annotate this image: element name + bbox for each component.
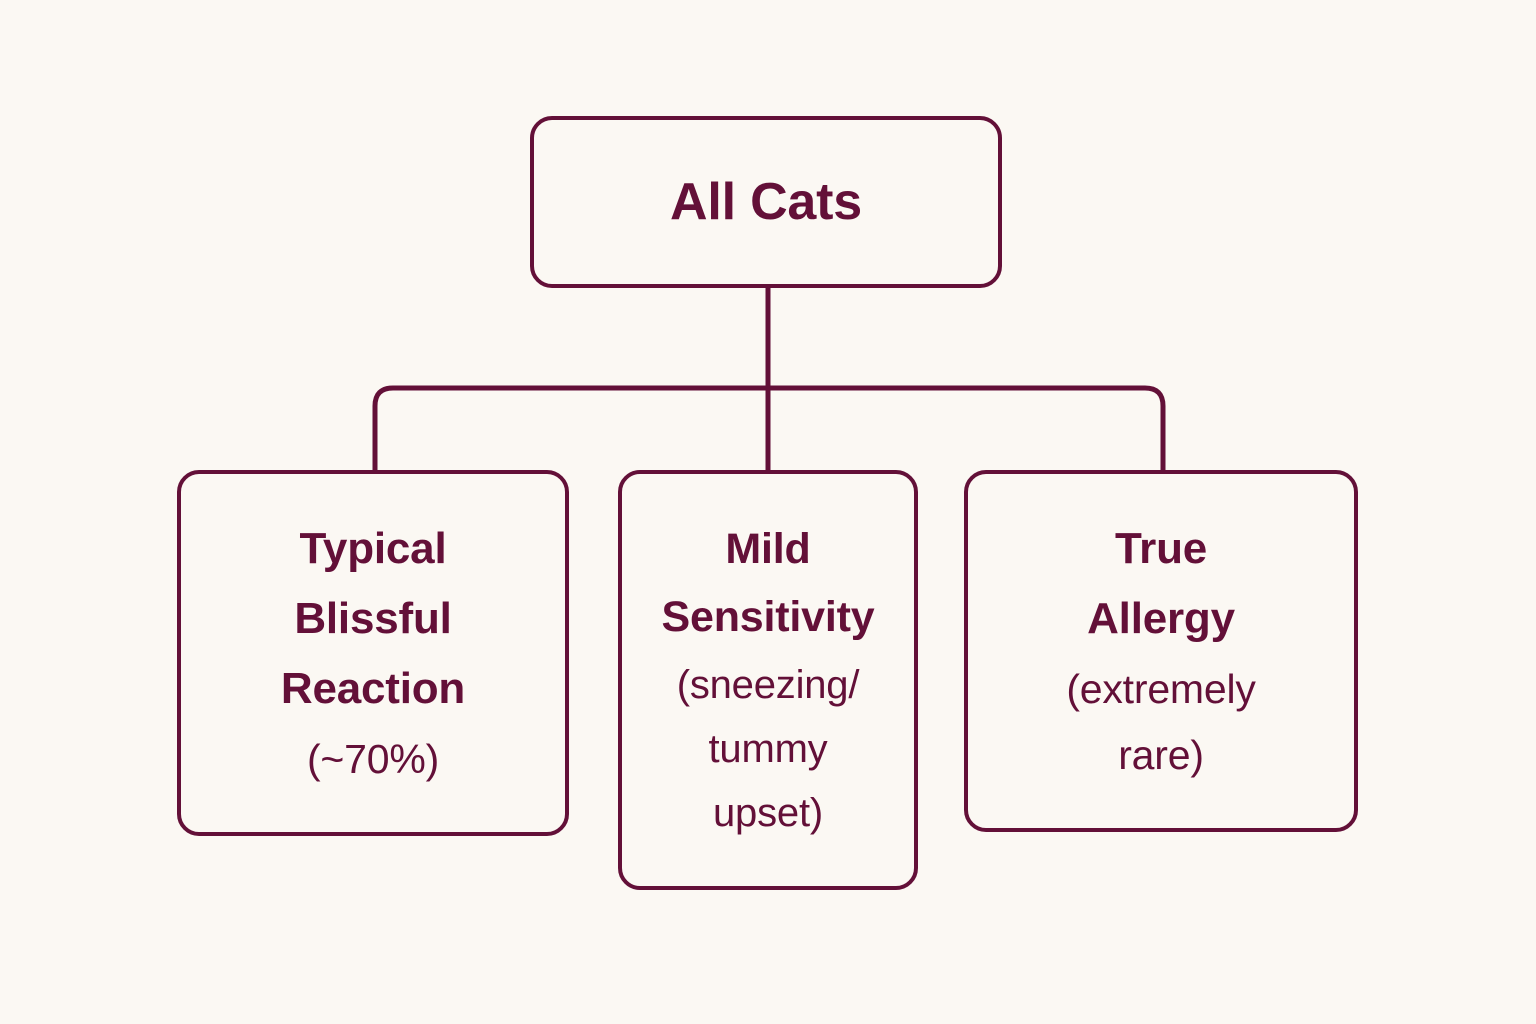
title-line: Sensitivity xyxy=(661,593,875,641)
subtitle-line: tummy xyxy=(708,727,828,771)
subtitle-line: rare) xyxy=(1118,732,1204,778)
node-typical-blissful-reaction[interactable]: Typical Blissful Reaction (~70%) xyxy=(177,470,569,836)
subtitle-line: upset) xyxy=(713,791,823,835)
node-mild-sensitivity-title: Mild Sensitivity xyxy=(662,515,875,651)
node-mild-sensitivity-subtitle: (sneezing/ tummy upset) xyxy=(677,653,860,845)
node-true-allergy-title: True Allergy xyxy=(1087,514,1235,654)
node-typical-blissful-reaction-subtitle: (~70%) xyxy=(307,726,439,792)
node-true-allergy-subtitle: (extremely rare) xyxy=(1066,656,1256,788)
node-mild-sensitivity[interactable]: Mild Sensitivity (sneezing/ tummy upset) xyxy=(618,470,918,890)
title-line: True xyxy=(1114,524,1208,573)
connector-bus xyxy=(372,385,1166,470)
title-line: Reaction xyxy=(280,664,466,713)
node-all-cats-title: All Cats xyxy=(669,173,862,231)
title-line: Allergy xyxy=(1087,594,1235,643)
subtitle-line: (sneezing/ xyxy=(676,663,860,707)
node-typical-blissful-reaction-title: Typical Blissful Reaction xyxy=(281,514,465,724)
node-all-cats[interactable]: All Cats xyxy=(530,116,1002,288)
title-line: Typical xyxy=(299,524,447,573)
subtitle-line: (extremely xyxy=(1066,666,1256,712)
subtitle-line: (~70%) xyxy=(306,736,440,782)
title-line: Blissful xyxy=(294,594,452,643)
node-true-allergy[interactable]: True Allergy (extremely rare) xyxy=(964,470,1358,832)
title-line: Mild xyxy=(725,525,811,573)
